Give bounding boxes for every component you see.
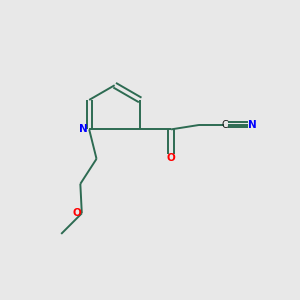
Text: N: N [80, 124, 88, 134]
Text: O: O [167, 153, 176, 163]
Text: N: N [248, 120, 257, 130]
Text: C: C [221, 120, 228, 130]
Text: O: O [72, 208, 81, 218]
